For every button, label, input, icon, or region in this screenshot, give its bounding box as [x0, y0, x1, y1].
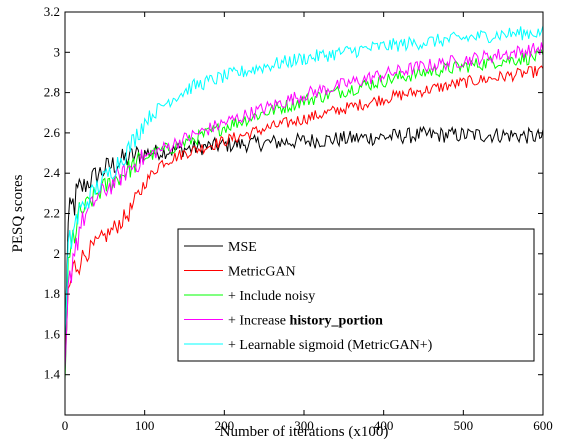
- series-line-0: [64, 125, 544, 349]
- axis-ticks: 0 100 200 300 400 500 600 1.4 1.6 1.8 2 2.2 2.4 2.6 2.…: [44, 4, 553, 433]
- y-tick-label: 1.4: [44, 367, 61, 382]
- x-tick-label: 200: [215, 418, 235, 433]
- series-line-4: [64, 25, 544, 337]
- y-tick-label: 1.6: [44, 326, 61, 341]
- x-tick-label: 600: [533, 418, 553, 433]
- series-line-1: [64, 65, 544, 360]
- x-tick-label: 300: [294, 418, 314, 433]
- series-lines: [64, 25, 544, 380]
- y-tick-label: 3: [54, 44, 61, 59]
- series-line-2: [64, 48, 544, 380]
- y-tick-label: 2.8: [44, 85, 60, 100]
- y-axis-label: PESQ scores: [10, 174, 26, 252]
- x-axis-label: Number of iterations (x100): [220, 424, 389, 440]
- y-tick-label: 1.8: [44, 286, 60, 301]
- x-tick-label: 500: [454, 418, 474, 433]
- legend-entry: + Learnable sigmoid (MetricGAN+): [228, 338, 433, 353]
- x-tick-label: 100: [135, 418, 155, 433]
- legend-entry: + Include noisy: [228, 289, 315, 304]
- x-tick-label: 400: [374, 418, 394, 433]
- y-tick-label: 2.6: [44, 125, 61, 140]
- y-tick-label: 2.4: [44, 165, 61, 180]
- legend-entry: + Increase history_portion: [228, 314, 383, 329]
- y-tick-label: 2: [54, 246, 61, 261]
- y-tick-label: 3.2: [44, 4, 60, 19]
- y-tick-label: 2.2: [44, 206, 60, 221]
- legend-entry: MSE: [228, 240, 257, 255]
- legend-entry: MetricGAN: [228, 265, 296, 280]
- series-line-3: [64, 42, 544, 371]
- x-tick-label: 0: [62, 418, 69, 433]
- legend: MSE MetricGAN + Include noisy + Increase hi…: [177, 228, 535, 362]
- legend-box: [177, 228, 535, 362]
